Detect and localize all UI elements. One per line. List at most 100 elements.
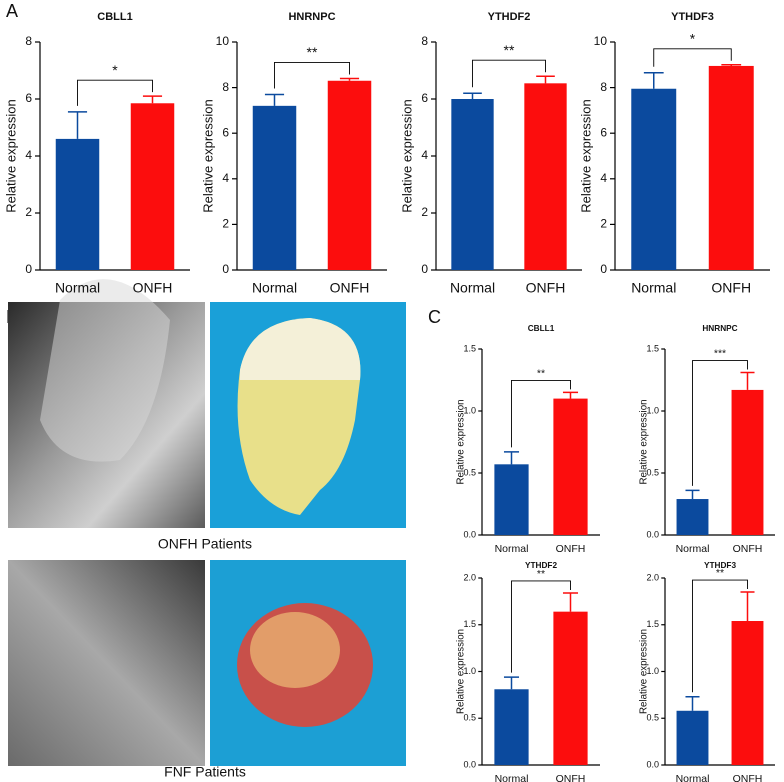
significance-label: ** — [537, 367, 545, 379]
y-tick-label: 0.5 — [463, 713, 476, 723]
y-tick-label: 1.0 — [646, 405, 659, 415]
significance-bracket — [692, 579, 748, 693]
y-tick-label: 0.0 — [646, 529, 659, 539]
y-axis-label: Relative expression — [3, 99, 18, 212]
chart-title: CBLL1 — [528, 324, 555, 333]
y-tick-label: 2 — [600, 217, 607, 231]
significance-label: ** — [716, 567, 724, 579]
x-tick-label: ONFH — [733, 543, 763, 555]
y-axis-label: Relative expression — [456, 399, 467, 484]
y-axis-label: Relative expression — [456, 629, 467, 714]
error-bar — [67, 111, 88, 139]
y-tick-label: 10 — [216, 34, 230, 48]
significance-label: * — [690, 31, 696, 47]
y-tick-label: 0.5 — [463, 467, 476, 477]
chart-title: YTHDF3 — [671, 11, 714, 23]
y-tick-label: 2 — [421, 205, 428, 219]
error-bar — [142, 95, 163, 104]
y-tick-label: 6 — [421, 91, 428, 105]
y-tick-label: 0 — [222, 262, 229, 276]
y-axis-label: Relative expression — [399, 99, 414, 212]
panel-label: C — [428, 307, 441, 327]
x-tick-label: Normal — [450, 280, 495, 296]
y-axis-label: Relative expression — [639, 399, 650, 484]
y-tick-label: 2 — [222, 217, 229, 231]
x-tick-label: Normal — [495, 773, 529, 782]
error-bar — [463, 92, 482, 99]
x-tick-label: ONFH — [330, 280, 370, 296]
chart-title: CBLL1 — [97, 11, 132, 23]
y-tick-label: 2.0 — [646, 572, 659, 582]
x-tick-label: ONFH — [133, 280, 173, 296]
y-axis-label: Relative expression — [578, 99, 593, 212]
error-bar — [536, 75, 555, 84]
bar — [451, 99, 494, 270]
x-tick-label: ONFH — [556, 773, 586, 782]
panel-label: A — [6, 1, 18, 21]
photo-caption: ONFH Patients — [158, 536, 252, 552]
significance-bracket — [653, 48, 732, 67]
error-bar — [721, 64, 742, 66]
y-tick-label: 1.5 — [646, 343, 659, 353]
y-tick-label: 4 — [222, 171, 229, 185]
specimen-core — [250, 612, 340, 688]
y-tick-label: 0.0 — [463, 529, 476, 539]
x-tick-label: Normal — [55, 280, 100, 296]
significance-label: *** — [714, 348, 726, 360]
bar — [494, 689, 529, 765]
y-tick-label: 1.5 — [463, 619, 476, 629]
significance-bracket — [274, 62, 350, 89]
error-bar — [503, 451, 520, 465]
significance-bracket — [472, 59, 546, 88]
y-axis-label: Relative expression — [639, 629, 650, 714]
bar — [553, 611, 588, 765]
xray-photo — [8, 560, 205, 766]
bar — [130, 103, 175, 271]
x-tick-label: Normal — [252, 280, 297, 296]
y-tick-label: 6 — [25, 91, 32, 105]
bar — [494, 464, 529, 535]
bar — [55, 138, 100, 270]
significance-label: ** — [307, 44, 318, 60]
x-tick-label: Normal — [676, 773, 710, 782]
error-bar — [685, 489, 700, 500]
y-tick-label: 0.0 — [463, 759, 476, 769]
y-tick-label: 1.5 — [463, 343, 476, 353]
chart-title: YTHDF3 — [704, 561, 736, 570]
bar — [676, 710, 709, 765]
bar — [708, 65, 754, 270]
bar — [553, 398, 588, 535]
error-bar — [685, 695, 700, 711]
y-tick-label: 0.0 — [646, 759, 659, 769]
error-bar — [643, 72, 664, 89]
bar — [327, 80, 372, 270]
x-tick-label: Normal — [495, 543, 529, 555]
y-tick-label: 1.5 — [646, 619, 659, 629]
y-tick-label: 6 — [222, 125, 229, 139]
y-tick-label: 4 — [25, 148, 32, 162]
chart-title: YTHDF2 — [525, 561, 557, 570]
x-tick-label: ONFH — [556, 543, 586, 555]
bar — [524, 83, 567, 270]
chart-title: YTHDF2 — [488, 11, 531, 23]
error-bar — [264, 93, 285, 106]
y-tick-label: 4 — [600, 171, 607, 185]
y-tick-label: 1.0 — [463, 666, 476, 676]
significance-bracket — [511, 379, 571, 448]
error-bar — [562, 592, 579, 612]
significance-bracket — [692, 360, 748, 486]
error-bar — [562, 391, 579, 399]
y-tick-label: 2 — [25, 205, 32, 219]
y-tick-label: 8 — [25, 34, 32, 48]
y-tick-label: 6 — [600, 125, 607, 139]
y-tick-label: 1.0 — [463, 405, 476, 415]
significance-label: ** — [537, 568, 545, 580]
significance-bracket — [511, 580, 571, 673]
chart-title: HNRNPC — [702, 324, 737, 333]
bar — [631, 88, 677, 271]
x-tick-label: ONFH — [733, 773, 763, 782]
chart-title: HNRNPC — [288, 11, 335, 23]
x-tick-label: ONFH — [526, 280, 566, 296]
bar — [676, 499, 709, 535]
